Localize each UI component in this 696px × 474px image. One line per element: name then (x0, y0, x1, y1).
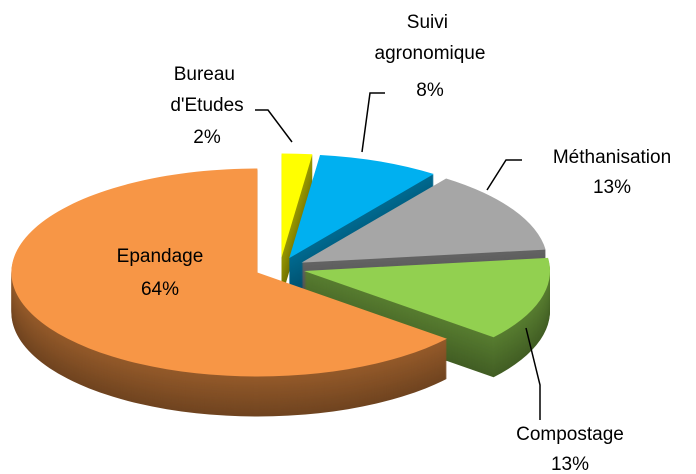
leader-line (525, 327, 541, 420)
label-line: d'Etudes (170, 95, 243, 116)
value-label: 64% (141, 279, 179, 300)
label-line: Suivi (407, 12, 453, 33)
labels: Bureau d'Etudes 2% Suivi agronomique 8% Méth… (117, 12, 671, 474)
value-label: 8% (416, 80, 444, 101)
category-label: Bureau d'Etudes (170, 64, 243, 116)
leader-line (361, 92, 385, 153)
category-label: Compostage (516, 424, 624, 445)
slice (11, 168, 447, 377)
slice (289, 154, 434, 259)
category-label: Méthanisation (553, 147, 671, 168)
leader-line (486, 159, 522, 191)
category-label: Epandage (117, 246, 204, 267)
leader-line (255, 109, 293, 143)
slice (281, 153, 313, 258)
slice (304, 257, 551, 338)
value-label: 13% (593, 177, 631, 198)
slice (301, 178, 546, 263)
label-line: Bureau (174, 64, 241, 85)
label-line: agronomique (375, 43, 486, 64)
pie (11, 153, 551, 417)
value-label: 13% (551, 454, 589, 474)
category-label: Suivi agronomique (375, 12, 486, 64)
value-label: 2% (193, 127, 221, 148)
